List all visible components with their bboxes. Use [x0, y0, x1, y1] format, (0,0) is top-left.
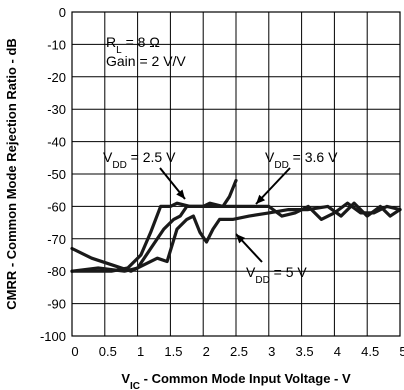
y-tick-label: -70	[47, 232, 66, 247]
y-tick-label: -80	[47, 264, 66, 279]
series-line-0	[70, 178, 238, 273]
series-layer	[70, 178, 402, 273]
tick-labels: 0 0.5 1 1.5 2 2.5 3 3.5 4 4.5 5 0 -10 -20 -30 -40 -50 -60…	[40, 5, 404, 359]
y-tick-label: -100	[40, 329, 66, 344]
annotation-rl: RL = 8 Ω	[106, 34, 160, 56]
series-label-vdd-5: VDD = 5 V	[246, 264, 307, 286]
x-tick-label: 5	[399, 344, 404, 359]
x-tick-label: 2	[203, 344, 210, 359]
y-tick-label: -10	[47, 37, 66, 52]
annotation-gain: Gain = 2 V/V	[106, 53, 186, 69]
series-label-vdd-2-5: VDD = 2.5 V	[103, 149, 176, 171]
x-tick-label: 1	[137, 344, 144, 359]
x-tick-label: 0.5	[99, 344, 117, 359]
y-tick-label: -50	[47, 167, 66, 182]
x-axis-title: VIC - Common Mode Input Voltage - V	[121, 371, 351, 390]
y-tick-label: -30	[47, 102, 66, 117]
x-tick-label: 4.5	[361, 344, 379, 359]
y-axis-title: CMRR - Common Mode Rejection Ratio - dB	[4, 38, 19, 310]
x-tick-label: 0	[71, 344, 78, 359]
x-tick-label: 2.5	[230, 344, 248, 359]
arrow-vdd-3-6-head	[256, 194, 266, 204]
plot-frame	[71, 11, 401, 337]
y-tick-label: 0	[59, 5, 66, 20]
grid	[72, 12, 400, 336]
series-label-vdd-3-6: VDD = 3.6 V	[265, 149, 338, 171]
x-tick-label: 3	[268, 344, 275, 359]
arrow-vdd-5-head	[236, 234, 246, 244]
x-tick-label: 4	[334, 344, 341, 359]
arrow-vdd-2-5-head	[176, 189, 185, 199]
y-tick-label: -40	[47, 135, 66, 150]
x-tick-label: 3.5	[296, 344, 314, 359]
series-line-1	[70, 201, 402, 273]
y-tick-label: -20	[47, 70, 66, 85]
x-tick-label: 1.5	[164, 344, 182, 359]
y-tick-label: -90	[47, 297, 66, 312]
series-line-2	[70, 201, 402, 273]
label-arrows	[159, 167, 291, 263]
y-tick-label: -60	[47, 199, 66, 214]
